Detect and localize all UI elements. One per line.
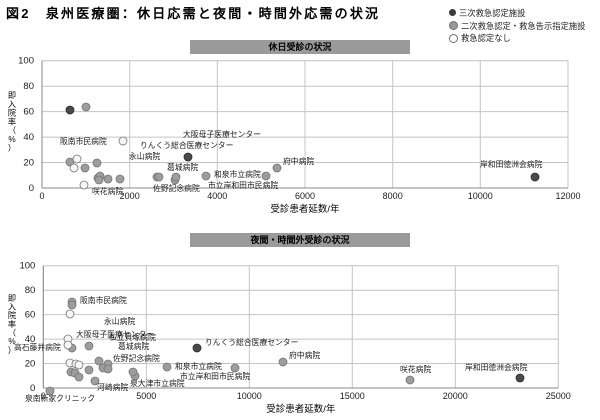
svg-text:60: 60: [23, 107, 34, 118]
svg-text:）: ）: [8, 143, 16, 152]
svg-text:率: 率: [8, 319, 16, 329]
svg-text:高石藤井病院: 高石藤井病院: [14, 342, 61, 352]
svg-text:5000: 5000: [136, 391, 156, 401]
svg-text:市立岸和田市民病院: 市立岸和田市民病院: [180, 371, 250, 381]
svg-text:（: （: [8, 329, 16, 338]
svg-text:市立岸和田市民病院: 市立岸和田市民病院: [208, 180, 278, 190]
svg-text:院: 院: [8, 108, 16, 118]
svg-text:20: 20: [23, 158, 34, 169]
svg-text:25000: 25000: [546, 391, 571, 401]
svg-text:佐野記念病院: 佐野記念病院: [113, 353, 160, 363]
svg-text:受診患者延数/年: 受診患者延数/年: [266, 403, 336, 415]
svg-text:0: 0: [30, 383, 35, 394]
svg-text:4000: 4000: [207, 191, 227, 201]
svg-text:10000: 10000: [468, 191, 493, 201]
svg-text:葛城病院: 葛城病院: [118, 341, 149, 351]
svg-text:咲花病院: 咲花病院: [92, 186, 123, 196]
svg-text:20000: 20000: [443, 391, 468, 401]
svg-text:岸和田徳洲会病院: 岸和田徳洲会病院: [465, 362, 528, 372]
svg-text:院: 院: [8, 310, 16, 320]
svg-text:80: 80: [23, 81, 34, 92]
svg-text:15000: 15000: [340, 391, 365, 401]
svg-text:（: （: [8, 126, 16, 135]
svg-text:6000: 6000: [295, 191, 315, 201]
svg-text:泉大津市立病院: 泉大津市立病院: [130, 378, 185, 388]
svg-text:河崎病院: 河崎病院: [97, 382, 128, 392]
svg-text:葛城病院: 葛城病院: [167, 162, 198, 172]
svg-text:%: %: [8, 337, 15, 346]
svg-text:阪南市民病院: 阪南市民病院: [60, 136, 107, 146]
svg-text:100: 100: [18, 56, 34, 67]
svg-text:岸和田徳洲会病院: 岸和田徳洲会病院: [480, 159, 543, 169]
svg-text:）: ）: [8, 346, 16, 355]
svg-text:10000: 10000: [237, 391, 262, 401]
svg-text:20: 20: [25, 359, 36, 370]
svg-text:府中病院: 府中病院: [289, 350, 320, 360]
svg-text:永山病院: 永山病院: [104, 316, 135, 326]
svg-text:佐野記念病院: 佐野記念病院: [153, 183, 200, 193]
svg-text:即: 即: [8, 91, 16, 100]
svg-text:受診患者延数/年: 受診患者延数/年: [270, 203, 340, 215]
svg-text:60: 60: [25, 310, 36, 321]
svg-text:0: 0: [29, 183, 34, 194]
svg-text:府中病院: 府中病院: [283, 156, 314, 166]
svg-text:8000: 8000: [383, 191, 403, 201]
svg-text:りんくう総合医療センター: りんくう総合医療センター: [140, 140, 233, 150]
svg-text:永山病院: 永山病院: [129, 151, 160, 161]
svg-text:和泉市立病院: 和泉市立病院: [175, 361, 222, 371]
svg-text:りんくう総合医療センター: りんくう総合医療センター: [205, 337, 298, 347]
svg-text:即: 即: [8, 294, 16, 303]
svg-text:0: 0: [39, 191, 44, 201]
svg-text:和泉市立病院: 和泉市立病院: [214, 169, 261, 179]
svg-text:阪南市民病院: 阪南市民病院: [80, 295, 127, 305]
svg-text:大阪母子医療センター: 大阪母子医療センター: [183, 129, 261, 139]
svg-text:40: 40: [23, 132, 34, 143]
svg-text:率: 率: [8, 116, 16, 126]
svg-text:咲花病院: 咲花病院: [400, 364, 431, 374]
svg-text:100: 100: [19, 261, 35, 272]
svg-text:入: 入: [8, 303, 16, 312]
svg-text:12000: 12000: [555, 191, 580, 201]
svg-text:入: 入: [8, 100, 16, 109]
svg-text:80: 80: [25, 285, 36, 296]
svg-text:泉南新家クリニック: 泉南新家クリニック: [25, 393, 95, 403]
svg-text:私立貝塚病院: 私立貝塚病院: [109, 332, 156, 342]
